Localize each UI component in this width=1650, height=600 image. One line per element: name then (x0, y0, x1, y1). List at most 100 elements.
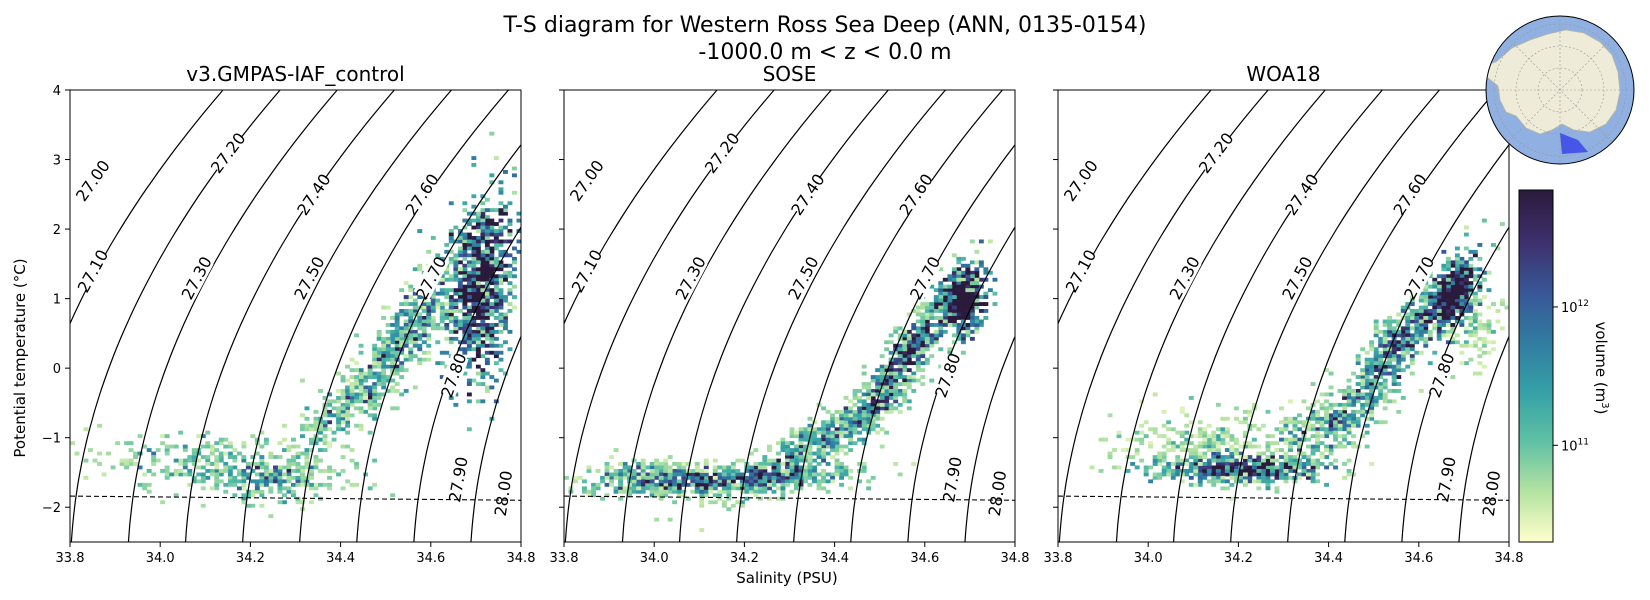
heatmap-cell (484, 256, 490, 261)
heatmap-cell (1400, 333, 1406, 338)
heatmap-cell (622, 489, 628, 494)
heatmap-cell (318, 482, 323, 487)
heatmap-cell (1261, 465, 1266, 470)
heatmap-cell (857, 462, 863, 466)
heatmap-cell (1445, 284, 1451, 289)
heatmap-cell (839, 469, 845, 473)
heatmap-cell (498, 211, 504, 216)
heatmap-cell (475, 323, 481, 327)
heatmap-cell (1188, 434, 1194, 439)
contour-label: 27.80 (931, 351, 964, 401)
heatmap-cell (376, 354, 382, 359)
heatmap-cell (304, 462, 310, 466)
heatmap-cell (735, 472, 741, 477)
heatmap-cell (1351, 409, 1357, 414)
heatmap-cell (1130, 437, 1136, 442)
heatmap-cell (178, 430, 184, 435)
heatmap-cell (394, 340, 400, 345)
heatmap-cell (498, 302, 504, 306)
heatmap-cell (489, 295, 495, 299)
heatmap-cell (1319, 423, 1325, 428)
heatmap-cell (631, 479, 637, 484)
heatmap-cell (435, 340, 441, 345)
heatmap-cell (417, 263, 423, 268)
heatmap-cell (1328, 451, 1334, 456)
heatmap-cell (658, 465, 664, 470)
heatmap-cell (1369, 378, 1375, 383)
heatmap-cell (974, 298, 980, 303)
heatmap-cell (1152, 430, 1158, 435)
heatmap-cell (1382, 319, 1388, 324)
heatmap-cell (712, 469, 718, 473)
heatmap-cell (1387, 326, 1393, 331)
heatmap-cell (1211, 444, 1217, 449)
heatmap-cell (471, 305, 477, 310)
heatmap-cell (498, 267, 504, 272)
heatmap-cell (1445, 309, 1451, 313)
heatmap-cell (960, 340, 966, 345)
heatmap-cell (1297, 437, 1302, 442)
heatmap-cell (956, 284, 962, 289)
heatmap-cell (748, 482, 754, 487)
heatmap-cell (1166, 437, 1172, 442)
heatmap-cell (164, 472, 170, 477)
heatmap-cell (1400, 336, 1406, 341)
heatmap-cell (322, 448, 328, 452)
heatmap-cell (259, 482, 265, 487)
heatmap-cell (498, 180, 504, 185)
heatmap-cell (640, 479, 646, 484)
heatmap-cell (475, 329, 481, 334)
heatmap-cell (839, 465, 845, 470)
heatmap-cell (484, 281, 490, 286)
heatmap-cell (327, 469, 333, 473)
heatmap-cell (403, 309, 409, 313)
heatmap-cell (1161, 455, 1167, 459)
heatmap-cell (457, 326, 463, 331)
heatmap-cell (1472, 274, 1478, 279)
heatmap-cell (367, 375, 373, 379)
heatmap-cell (685, 482, 691, 487)
heatmap-cell (884, 430, 890, 435)
heatmap-cell (493, 208, 499, 213)
heatmap-cell (1459, 309, 1465, 313)
heatmap-cell (313, 458, 319, 463)
heatmap-cell (708, 489, 714, 494)
heatmap-cell (417, 312, 423, 317)
heatmap-cell (462, 201, 468, 206)
heatmap-cell (471, 263, 477, 268)
heatmap-cell (902, 340, 908, 345)
heatmap-cell (902, 364, 908, 369)
heatmap-cell (1288, 465, 1293, 470)
heatmap-cell (906, 375, 912, 379)
heatmap-cell (586, 465, 592, 470)
heatmap-cell (717, 489, 723, 494)
heatmap-cell (694, 482, 700, 487)
heatmap-cell (1382, 364, 1388, 369)
heatmap-cell (645, 472, 651, 477)
heatmap-cell (757, 472, 763, 477)
heatmap-cell (471, 249, 477, 254)
heatmap-cell (794, 462, 799, 466)
density-contour (127, 90, 339, 542)
heatmap-cell (354, 465, 360, 470)
heatmap-cell (331, 437, 337, 442)
heatmap-cell (663, 458, 669, 463)
heatmap-cell (699, 479, 705, 484)
heatmap-cell (1396, 312, 1402, 317)
heatmap-cell (974, 281, 980, 286)
heatmap-cell (178, 462, 184, 466)
heatmap-cell (372, 406, 378, 411)
heatmap-cell (1242, 465, 1248, 470)
heatmap-cell (448, 329, 454, 334)
heatmap-cell (430, 298, 436, 303)
heatmap-cell (1477, 288, 1483, 293)
heatmap-cell (1364, 444, 1370, 449)
heatmap-cell (1279, 465, 1284, 470)
heatmap-cell (1396, 329, 1402, 334)
heatmap-cell (1116, 434, 1122, 439)
heatmap-cell (978, 260, 984, 265)
heatmap-cell (236, 486, 242, 491)
heatmap-cell (417, 343, 423, 348)
heatmap-cell (1454, 281, 1460, 286)
heatmap-cell (1454, 284, 1460, 289)
